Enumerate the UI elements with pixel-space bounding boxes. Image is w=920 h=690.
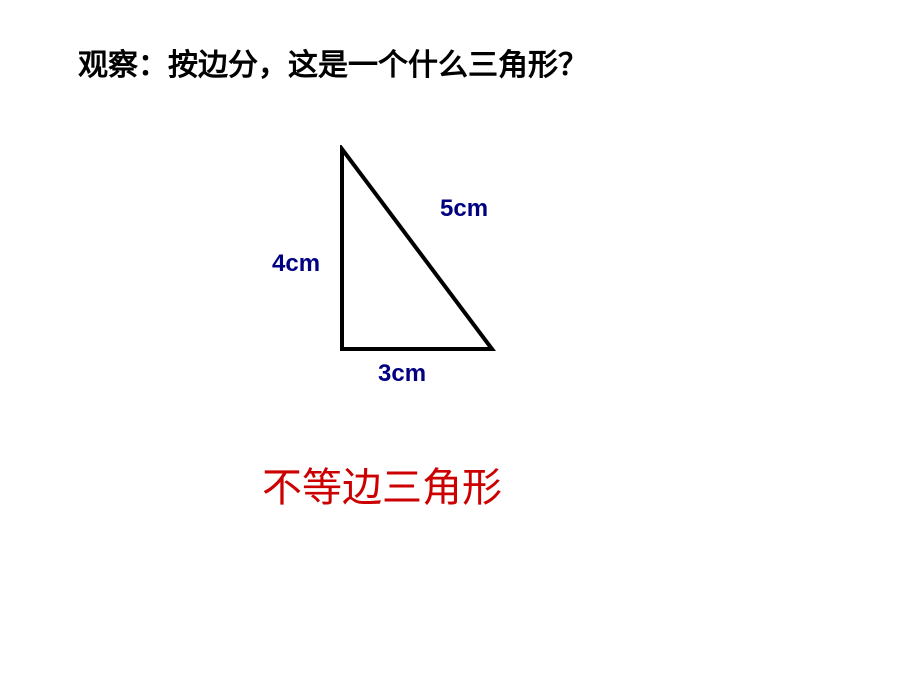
triangle-diagram (338, 145, 498, 355)
question-text: 观察：按边分，这是一个什么三角形？ (78, 40, 588, 84)
label-side-a: 4cm (272, 250, 320, 278)
answer-text: 不等边三角形 (262, 455, 502, 513)
triangle-shape (342, 149, 492, 349)
triangle-svg (338, 145, 498, 355)
label-side-c: 5cm (440, 195, 488, 223)
label-side-b: 3cm (378, 360, 426, 388)
